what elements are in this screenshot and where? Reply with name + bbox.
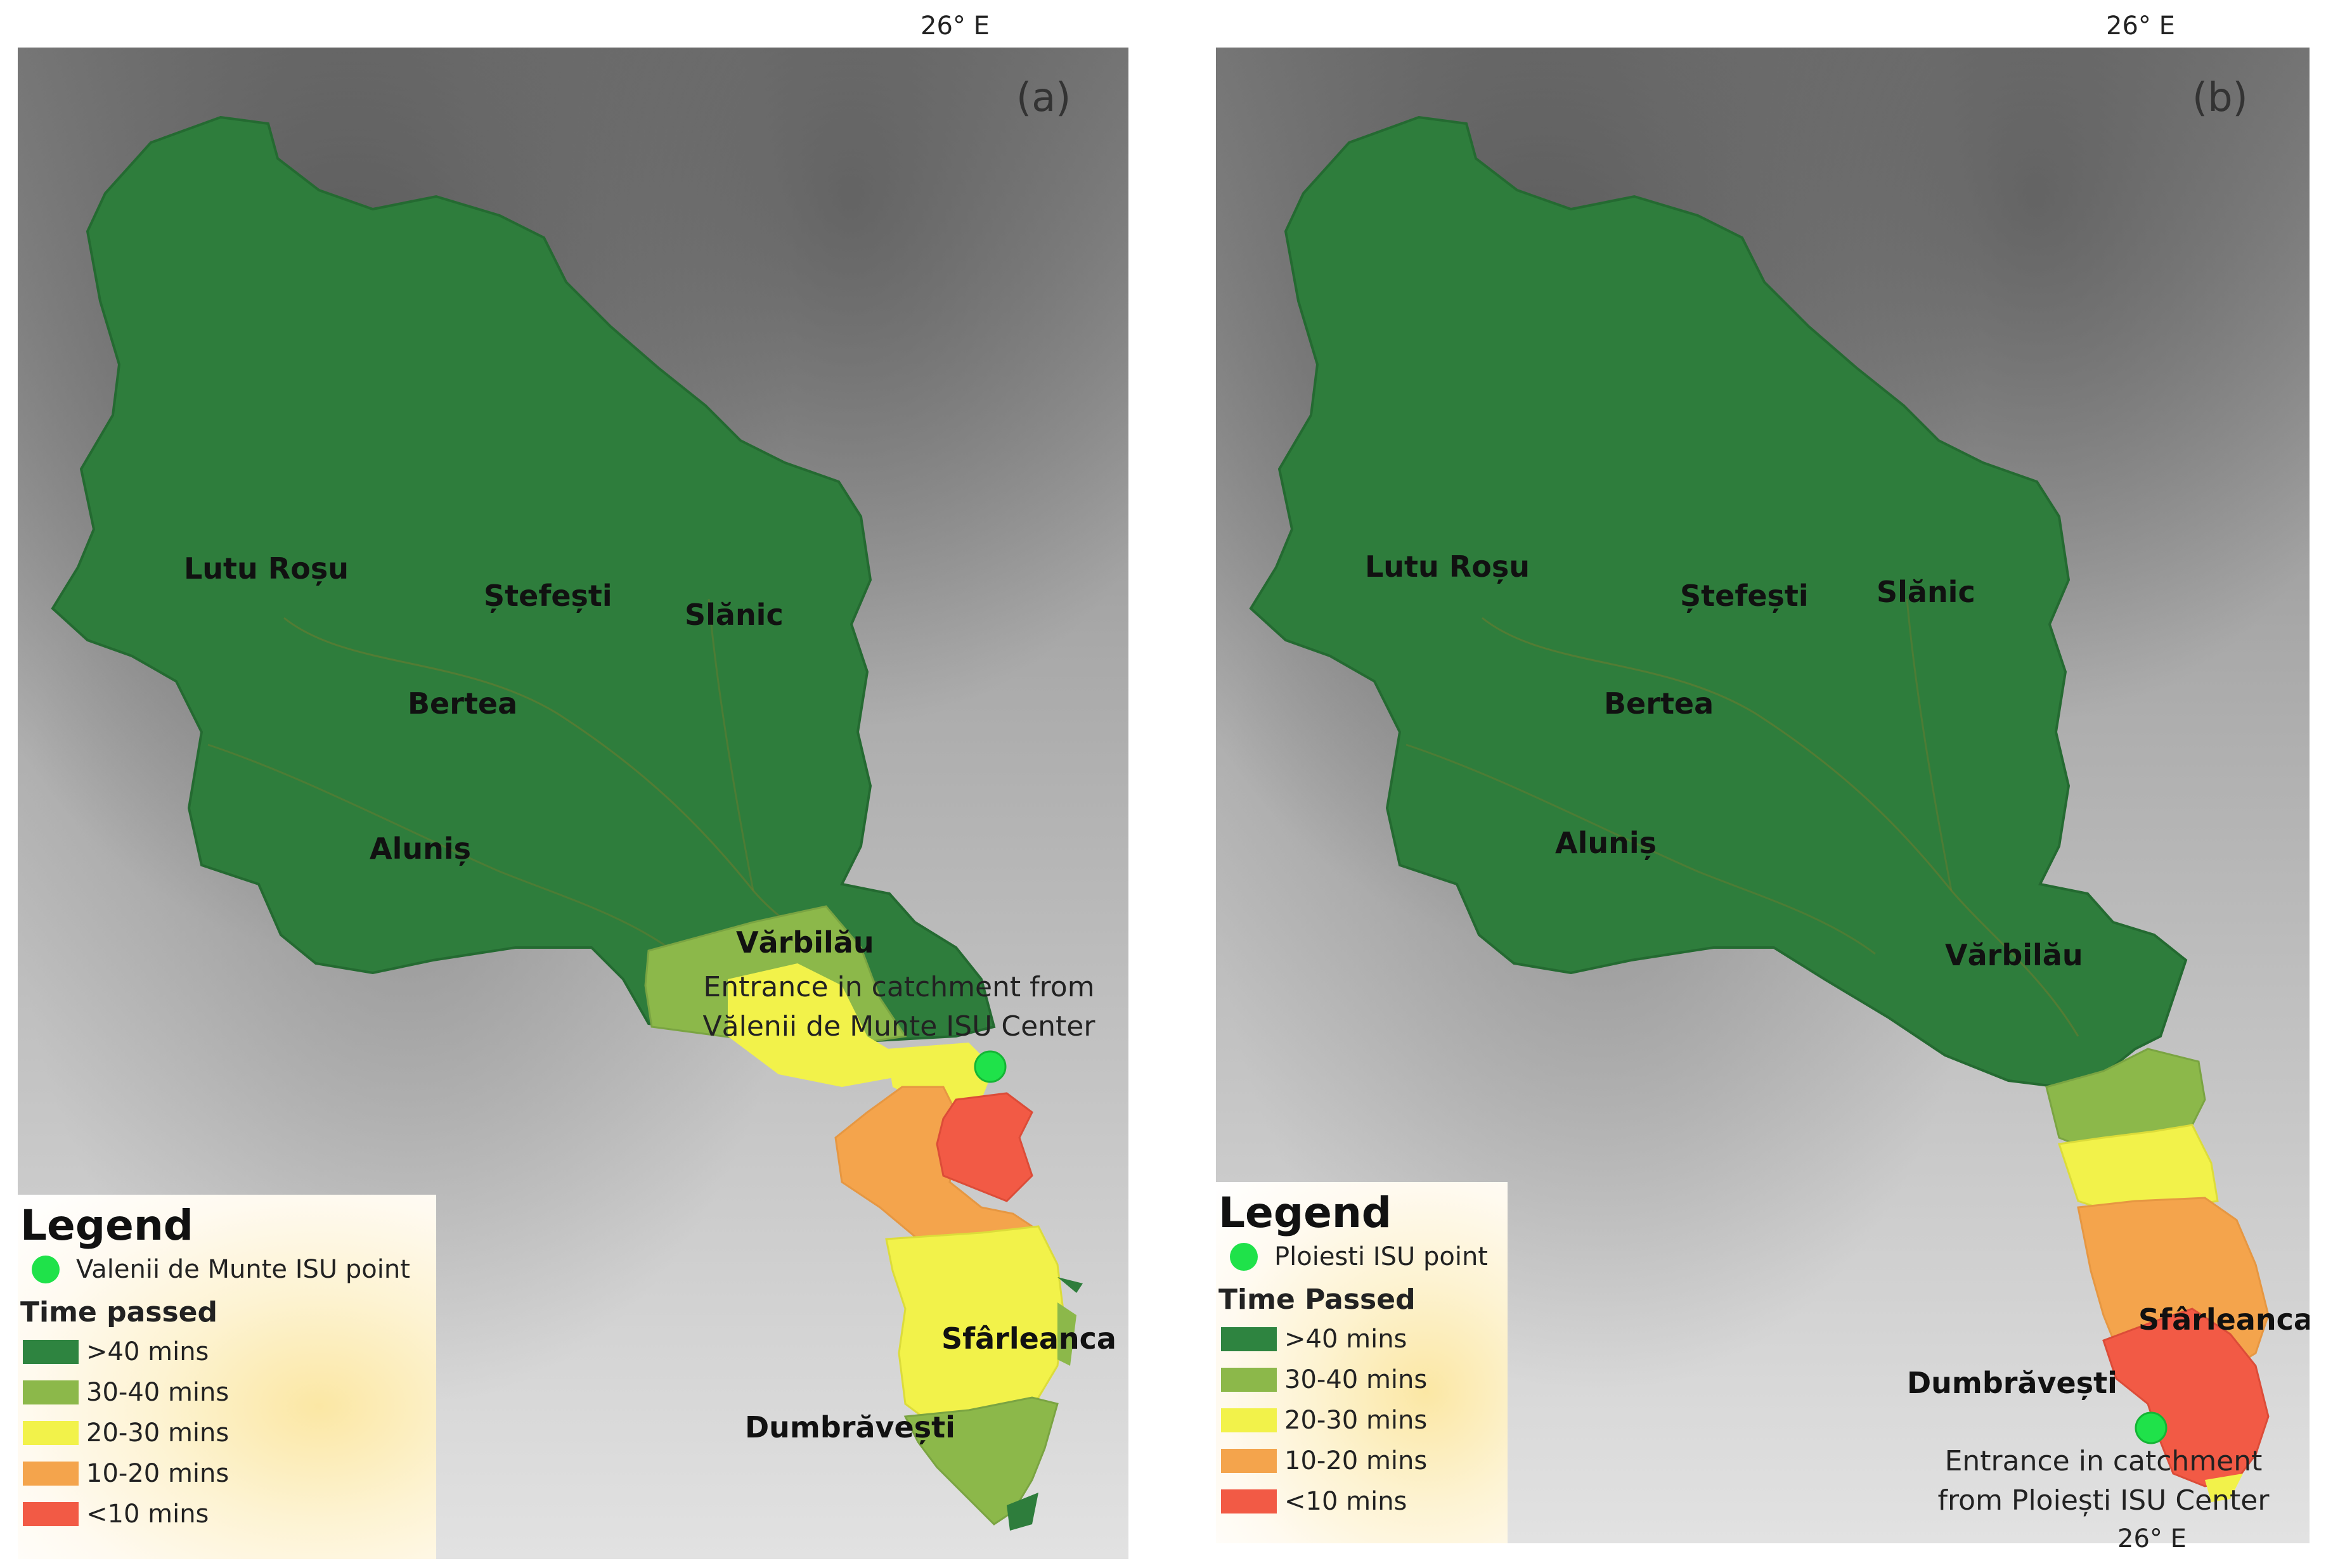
- place-label-alunis: Aluniș: [1555, 826, 1657, 860]
- legend-class-row: 20-30 mins: [20, 1413, 436, 1453]
- catchment-over-40-zone: [1249, 115, 2188, 1089]
- legend-swatch: [23, 1462, 79, 1486]
- legend-class-row: 30-40 mins: [20, 1372, 436, 1413]
- legend-class-label: 10-20 mins: [86, 1459, 229, 1488]
- panel-label-b: (b): [2192, 74, 2248, 120]
- river-line: [1482, 617, 2079, 1037]
- legend-title: Legend: [1218, 1188, 1392, 1237]
- entrance-annotation-line1: Entrance in catchment from: [703, 971, 1095, 1003]
- legend-class-row: 20-30 mins: [1218, 1400, 1508, 1441]
- legend-time-title: Time Passed: [1218, 1283, 1416, 1316]
- coordinate-label-b-top: 26° E: [2106, 11, 2175, 41]
- place-label-lutu-rosu: Lutu Roșu: [1365, 549, 1530, 584]
- legend-point-label: Valenii de Munte ISU point: [76, 1255, 410, 1284]
- legend-point-row: Ploiesti ISU point: [1218, 1237, 1508, 1277]
- legend-class-row: >40 mins: [20, 1332, 436, 1372]
- place-label-sfarleanca: Sfârleanca: [2138, 1302, 2310, 1337]
- legend-class-row: 30-40 mins: [1218, 1359, 1508, 1400]
- legend-class-label: <10 mins: [1284, 1487, 1407, 1516]
- zone-under-10: [2102, 1308, 2270, 1488]
- place-label-varbilau: Vărbilău: [736, 925, 874, 960]
- legend-swatch: [1221, 1449, 1277, 1473]
- zone-30-40-lower: [903, 1396, 1059, 1526]
- place-label-slanic: Slănic: [685, 598, 784, 632]
- river-line: [1906, 598, 1953, 891]
- legend-class-row: >40 mins: [1218, 1319, 1508, 1359]
- legend-class-row: 10-20 mins: [20, 1453, 436, 1494]
- legend-swatch: [1221, 1489, 1277, 1513]
- catchment-tail: [1057, 1302, 1076, 1366]
- legend-time-title: Time passed: [20, 1296, 218, 1328]
- legend-swatch: [1221, 1408, 1277, 1432]
- river-line: [707, 598, 754, 891]
- legend-class-row: 10-20 mins: [1218, 1441, 1508, 1481]
- panel-label-a: (a): [1016, 74, 1071, 120]
- legend-class-label: >40 mins: [1284, 1325, 1407, 1354]
- entrance-annotation-a: Entrance in catchment from Vălenii de Mu…: [658, 968, 1128, 1046]
- place-label-slanic: Slănic: [1877, 575, 1975, 609]
- isu-point-marker: [2135, 1411, 2168, 1444]
- legend-swatch: [23, 1380, 79, 1404]
- river-line: [207, 743, 678, 955]
- legend-class-label: 10-20 mins: [1284, 1446, 1428, 1475]
- place-label-lutu-rosu: Lutu Roșu: [184, 551, 349, 586]
- legend-swatch: [23, 1421, 79, 1445]
- place-label-bertea: Bertea: [408, 686, 518, 721]
- river-line: [1405, 743, 1876, 955]
- legend-class-row: <10 mins: [1218, 1481, 1508, 1522]
- place-label-stefesti: Ștefești: [484, 579, 612, 613]
- isu-point-legend-icon: [32, 1256, 60, 1283]
- place-label-varbilau: Vărbilău: [1945, 938, 2083, 972]
- legend-swatch: [23, 1340, 79, 1364]
- coordinate-label-a-top: 26° E: [921, 11, 990, 41]
- entrance-annotation-line2: Vălenii de Munte ISU Center: [702, 1010, 1095, 1043]
- entrance-annotation-line1: Entrance in catchment: [1944, 1445, 2263, 1477]
- catchment-tail: [1057, 1277, 1083, 1293]
- legend-a: Legend Valenii de Munte ISU point Time p…: [18, 1195, 436, 1559]
- coordinate-label-b-bottom: 26° E: [2117, 1524, 2187, 1553]
- legend-point-row: Valenii de Munte ISU point: [20, 1249, 436, 1290]
- legend-title: Legend: [20, 1201, 194, 1250]
- legend-classes: >40 mins 30-40 mins 20-30 mins 10-20 min…: [1218, 1319, 1508, 1522]
- legend-swatch: [1221, 1327, 1277, 1351]
- map-panel-b: (b) Lutu Roșu Ștefești Slănic Bertea Alu…: [1216, 48, 2310, 1543]
- entrance-annotation-line2: from Ploiești ISU Center: [1937, 1484, 2270, 1517]
- place-label-stefesti: Ștefești: [1680, 579, 1809, 613]
- legend-class-label: <10 mins: [86, 1500, 209, 1529]
- place-label-dumbravesti: Dumbrăvești: [745, 1410, 955, 1444]
- legend-class-label: 30-40 mins: [86, 1378, 229, 1407]
- place-label-sfarleanca: Sfârleanca: [941, 1321, 1116, 1356]
- legend-swatch: [23, 1502, 79, 1526]
- isu-point-marker: [974, 1050, 1007, 1083]
- catchment-over-40-zone: [51, 115, 996, 1044]
- legend-class-label: >40 mins: [86, 1337, 209, 1366]
- isu-point-legend-icon: [1230, 1243, 1258, 1271]
- place-label-bertea: Bertea: [1604, 686, 1714, 721]
- legend-swatch: [1221, 1368, 1277, 1392]
- catchment-tail: [1007, 1493, 1038, 1531]
- zone-20-30-upper: [728, 963, 912, 1087]
- legend-class-row: <10 mins: [20, 1494, 436, 1534]
- place-label-alunis: Aluniș: [370, 832, 472, 866]
- legend-class-label: 20-30 mins: [86, 1418, 229, 1448]
- map-panel-a: (a) Lutu Roșu Ștefești Slănic Bertea Alu…: [18, 48, 1128, 1559]
- legend-class-label: 30-40 mins: [1284, 1365, 1428, 1394]
- place-label-dumbravesti: Dumbrăvești: [1907, 1366, 2117, 1400]
- zone-under-10: [936, 1092, 1033, 1202]
- legend-class-label: 20-30 mins: [1284, 1406, 1428, 1435]
- zone-20-30-tip: [2205, 1474, 2243, 1502]
- legend-b: Legend Ploiesti ISU point Time Passed >4…: [1216, 1182, 1508, 1543]
- legend-classes: >40 mins 30-40 mins 20-30 mins 10-20 min…: [20, 1332, 436, 1534]
- entrance-annotation-b: Entrance in catchment from Ploiești ISU …: [1901, 1442, 2306, 1520]
- legend-point-label: Ploiesti ISU point: [1274, 1242, 1488, 1271]
